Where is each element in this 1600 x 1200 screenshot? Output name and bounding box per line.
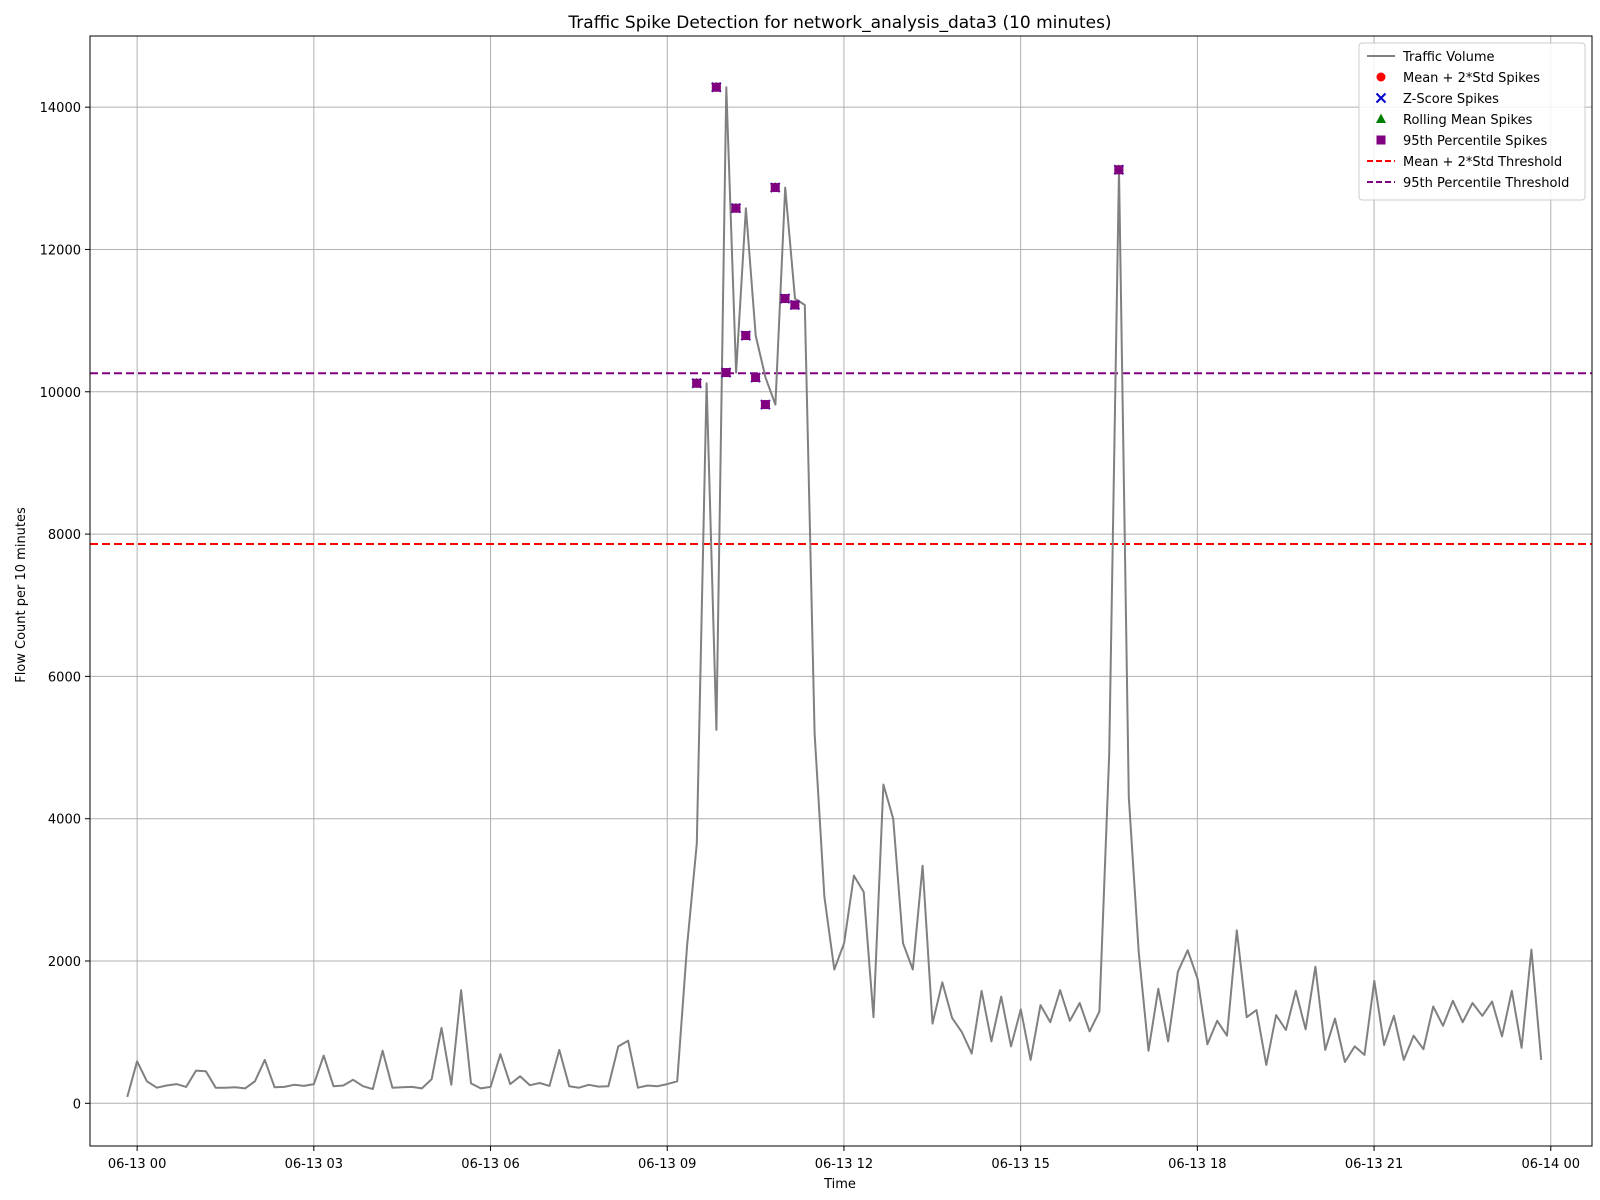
x-tick-label: 06-13 00: [108, 1157, 166, 1172]
x-tick-label: 06-13 21: [1345, 1157, 1403, 1172]
legend-marker: [1376, 72, 1386, 82]
y-tick-label: 10000: [40, 386, 81, 401]
legend-label: Z-Score Spikes: [1403, 92, 1499, 107]
legend-marker: [1376, 113, 1386, 123]
y-axis-ticks: 0 2000 4000 6000 8000 10000 12000 14000: [40, 101, 90, 1112]
traffic-volume-line: [126, 86, 1543, 1098]
y-tick-label: 8000: [48, 528, 81, 543]
y-tick-label: 6000: [48, 670, 81, 685]
percentile-spike-point: [760, 400, 770, 410]
percentile-spike-point: [721, 368, 731, 378]
y-tick-label: 12000: [40, 243, 81, 258]
y-tick-label: 4000: [48, 813, 81, 828]
legend-label: Rolling Mean Spikes: [1403, 113, 1533, 128]
legend-entry: Mean + 2*Std Spikes: [1376, 71, 1540, 86]
legend-label: Mean + 2*Std Threshold: [1403, 155, 1562, 170]
traffic-volume-series: [126, 86, 1543, 1098]
legend-entry: Traffic Volume: [1367, 50, 1495, 65]
x-tick-label: 06-13 03: [285, 1157, 343, 1172]
legend: Traffic Volume Mean + 2*Std Spikes Z-Score…: [1358, 42, 1586, 201]
legend-entry: 95th Percentile Threshold: [1367, 176, 1569, 191]
x-tick-label: 06-13 06: [461, 1157, 519, 1172]
legend-entry: Mean + 2*Std Threshold: [1367, 155, 1562, 170]
percentile-spike-point: [751, 373, 761, 383]
threshold-lines: [90, 372, 1592, 546]
percentile-spike-point: [1114, 165, 1124, 175]
grid-lines: [90, 36, 1592, 1146]
legend-entry: Rolling Mean Spikes: [1376, 113, 1533, 128]
percentile-spike-point: [770, 183, 780, 193]
legend-label: Mean + 2*Std Spikes: [1403, 71, 1540, 86]
legend-label: 95th Percentile Threshold: [1403, 176, 1569, 191]
legend-marker: [1375, 92, 1387, 104]
y-tick-label: 2000: [48, 955, 81, 970]
percentile-spike-point: [692, 378, 702, 388]
x-tick-label: 06-13 18: [1168, 1157, 1226, 1172]
spike-markers: [691, 81, 1125, 410]
percentile-spike-point: [731, 203, 741, 213]
legend-label: Traffic Volume: [1402, 50, 1495, 65]
y-tick-label: 14000: [40, 101, 81, 116]
legend-label: 95th Percentile Spikes: [1403, 134, 1547, 149]
x-axis-label: Time: [823, 1177, 856, 1192]
legend-marker: [1376, 135, 1386, 145]
percentile-spike-point: [711, 82, 721, 92]
y-tick-label: 0: [73, 1097, 81, 1112]
x-tick-label: 06-14 00: [1522, 1157, 1580, 1172]
legend-entry: Z-Score Spikes: [1375, 92, 1499, 107]
legend-box: [1358, 42, 1586, 201]
percentile-spike-point: [741, 331, 751, 341]
x-tick-label: 06-13 15: [991, 1157, 1049, 1172]
x-tick-label: 06-13 09: [638, 1157, 696, 1172]
percentile-spike-point: [790, 300, 800, 310]
percentile-spike-point: [780, 294, 790, 304]
x-tick-label: 06-13 12: [815, 1157, 873, 1172]
plot-frame: [89, 35, 1593, 1147]
y-axis-label: Flow Count per 10 minutes: [14, 507, 29, 683]
chart-title: Traffic Spike Detection for network_anal…: [567, 13, 1111, 33]
legend-entry: 95th Percentile Spikes: [1376, 134, 1547, 149]
x-axis-ticks: 06-13 00 06-13 03 06-13 06 06-13 09 06-13 12…: [108, 1146, 1580, 1172]
